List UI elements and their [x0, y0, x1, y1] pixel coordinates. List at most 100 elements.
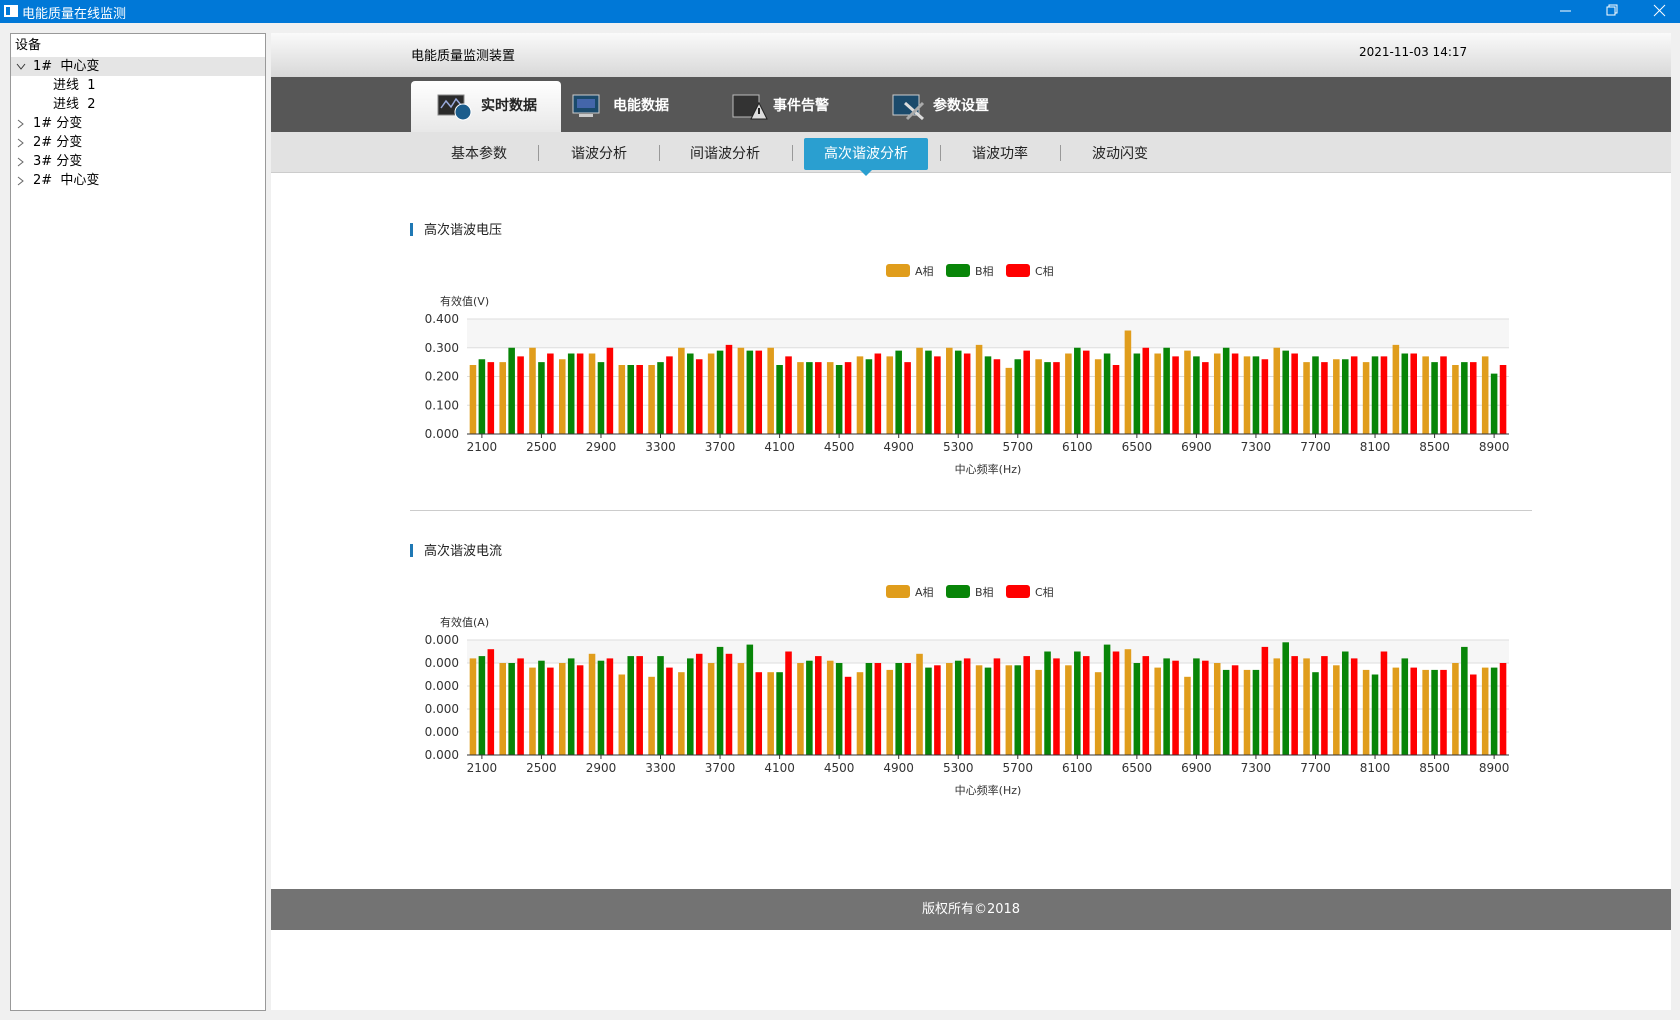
- sub-tab[interactable]: 谐波功率: [972, 146, 1028, 162]
- bar: [1312, 672, 1319, 755]
- bar: [1133, 353, 1141, 434]
- bar: [993, 359, 1001, 434]
- bar: [666, 356, 673, 434]
- x-tick-label: 5700: [1002, 761, 1033, 775]
- tab[interactable]: 电能数据: [571, 81, 721, 132]
- tree-node[interactable]: 1# 分变: [11, 114, 265, 133]
- bar: [806, 660, 813, 755]
- bar: [487, 649, 495, 755]
- bar: [618, 365, 626, 434]
- tab-label: 事件告警: [773, 98, 829, 114]
- bar: [1065, 665, 1072, 755]
- bar: [1282, 642, 1289, 755]
- bar: [934, 356, 941, 434]
- bar: [469, 365, 477, 434]
- bar: [1469, 674, 1477, 755]
- title-marker: [410, 544, 413, 557]
- bar: [716, 350, 724, 434]
- bar: [1490, 667, 1498, 755]
- bar: [767, 347, 774, 434]
- bar: [657, 656, 664, 755]
- bar: [1142, 347, 1150, 434]
- bar: [1380, 356, 1388, 434]
- bar: [767, 672, 774, 755]
- tab[interactable]: 实时数据: [411, 81, 561, 132]
- sub-tab[interactable]: 波动闪变: [1092, 146, 1148, 162]
- tree-label: 3# 分变: [33, 154, 83, 169]
- tree-label: 1# 中心变: [33, 59, 100, 74]
- bar: [666, 667, 673, 755]
- bar: [1082, 656, 1090, 755]
- y-tick-label: 0.200: [425, 370, 459, 384]
- tree-node[interactable]: 3# 分变: [11, 152, 265, 171]
- sub-tab[interactable]: 高次谐波分析: [804, 138, 928, 170]
- y-tick-label: 0.000: [425, 725, 459, 739]
- bar: [478, 656, 486, 755]
- bar: [1014, 359, 1022, 434]
- x-tick-label: 2500: [526, 440, 557, 454]
- x-tick-label: 8500: [1419, 440, 1450, 454]
- bar: [954, 660, 962, 755]
- bar: [1371, 674, 1379, 755]
- bar: [815, 362, 822, 434]
- sub-tab[interactable]: 基本参数: [451, 146, 507, 162]
- tab[interactable]: 事件告警: [731, 81, 881, 132]
- bar: [588, 353, 596, 434]
- bar: [1303, 658, 1310, 755]
- tree-node[interactable]: 2# 中心变: [11, 171, 265, 190]
- tab[interactable]: 参数设置: [891, 81, 1041, 132]
- bar: [1461, 646, 1468, 755]
- datetime: 2021-11-03 14:17: [1359, 45, 1468, 59]
- bar: [657, 362, 664, 434]
- bar: [856, 672, 864, 755]
- x-tick-label: 7700: [1300, 440, 1331, 454]
- x-tick-label: 5300: [943, 440, 974, 454]
- bar: [776, 365, 783, 434]
- bar: [1202, 660, 1209, 755]
- bar: [1490, 373, 1498, 434]
- bar: [627, 656, 635, 755]
- bar: [547, 667, 554, 755]
- tree-node[interactable]: 进线 2: [11, 95, 265, 114]
- bar: [1154, 353, 1161, 434]
- bar: [865, 663, 873, 755]
- bar: [1023, 656, 1030, 755]
- bar: [963, 353, 971, 434]
- bar: [597, 362, 605, 434]
- bar: [547, 353, 554, 434]
- bar: [1422, 669, 1429, 755]
- bar: [1112, 651, 1120, 755]
- tree-label: 进线 2: [53, 97, 96, 112]
- bar: [984, 356, 992, 434]
- sub-tab[interactable]: 谐波分析: [571, 146, 627, 162]
- legend-label: B相: [975, 586, 994, 599]
- bar: [755, 672, 763, 755]
- bar: [1154, 667, 1161, 755]
- bar: [487, 362, 495, 434]
- bar: [606, 658, 614, 755]
- tree-node[interactable]: 进线 1: [11, 76, 265, 95]
- bar: [508, 347, 515, 434]
- bar: [529, 347, 536, 434]
- bar: [1401, 658, 1409, 755]
- window-controls[interactable]: [1550, 0, 1680, 23]
- tree-node[interactable]: 1# 中心变: [11, 57, 265, 76]
- x-tick-label: 6500: [1122, 440, 1153, 454]
- bar: [826, 362, 834, 434]
- bar: [1023, 350, 1030, 434]
- title-marker: [410, 223, 413, 236]
- legend-label: B相: [975, 265, 994, 278]
- bar: [1321, 362, 1328, 434]
- bar: [1082, 350, 1090, 434]
- bar: [588, 653, 596, 755]
- chart-title: 高次谐波电流: [424, 543, 502, 559]
- x-tick-label: 6100: [1062, 440, 1093, 454]
- sub-tab[interactable]: 间谐波分析: [690, 146, 760, 162]
- bar: [1044, 651, 1051, 755]
- bar: [1321, 656, 1328, 755]
- bar: [576, 353, 584, 434]
- bar: [1074, 347, 1081, 434]
- bar: [946, 347, 953, 434]
- tree-node[interactable]: 2# 分变: [11, 133, 265, 152]
